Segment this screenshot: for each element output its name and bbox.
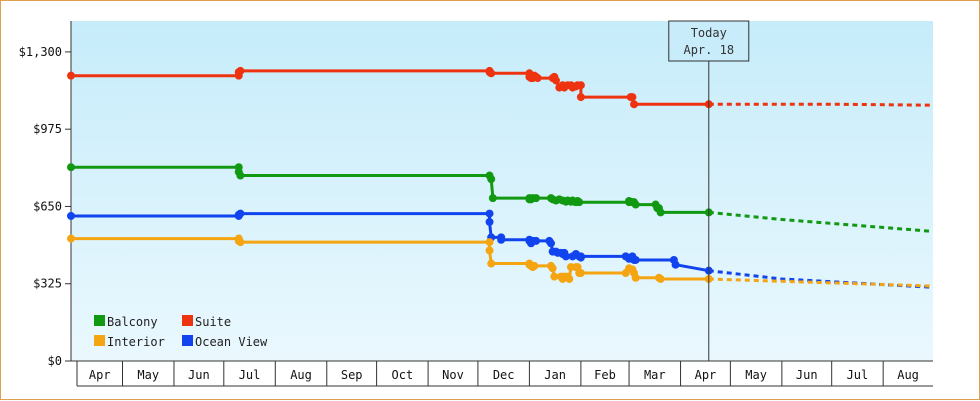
data-point [565, 274, 574, 283]
today-box [668, 20, 750, 62]
y-tick-label: $325 [33, 277, 62, 291]
month-label: May [745, 368, 767, 382]
data-point [67, 211, 75, 220]
data-point [532, 236, 541, 245]
month-label: Aug [897, 368, 919, 382]
data-point [532, 194, 541, 203]
y-axis: $0 $325 $650 $975 $1,300 [19, 21, 72, 368]
data-point [561, 252, 570, 261]
today-marker: Today Apr. 18 [668, 20, 750, 361]
series-interior [67, 234, 934, 288]
legend-swatch [94, 335, 105, 346]
data-point [236, 66, 245, 75]
data-point [576, 252, 585, 261]
legend-swatch [94, 315, 105, 326]
y-tick-label: $650 [33, 199, 62, 213]
plot-area [71, 21, 933, 361]
legend: Balcony Suite Interior Ocean View [94, 315, 268, 349]
data-point [576, 93, 585, 102]
data-point [656, 274, 665, 283]
today-date-label: Apr. 18 [683, 43, 734, 57]
y-tick-label: $0 [48, 354, 62, 368]
data-point [487, 69, 496, 78]
data-point [67, 163, 75, 172]
legend-label: Balcony [107, 315, 158, 329]
month-label: Mar [644, 368, 666, 382]
data-point [485, 209, 494, 218]
month-label: Jun [188, 368, 210, 382]
legend-swatch [182, 315, 193, 326]
data-point [497, 235, 506, 244]
data-point [236, 238, 245, 247]
data-point [485, 217, 494, 226]
y-tick-label: $1,300 [19, 45, 62, 59]
data-point [631, 200, 640, 209]
data-point [548, 264, 557, 273]
forecast-line [708, 210, 934, 233]
month-label: Jul [239, 368, 261, 382]
month-label: Jun [796, 368, 818, 382]
data-point [631, 273, 640, 282]
data-point [533, 74, 542, 83]
series-balcony [67, 163, 934, 233]
month-label: Feb [594, 368, 616, 382]
data-point [485, 246, 494, 255]
data-point [487, 259, 496, 268]
data-point [236, 171, 245, 180]
data-point [488, 194, 497, 203]
legend-swatch [182, 335, 193, 346]
legend-label: Suite [195, 315, 231, 329]
forecast-line [708, 102, 934, 107]
series-suite [67, 66, 934, 109]
data-point [67, 234, 75, 243]
data-point [485, 238, 494, 247]
month-label: Sep [341, 368, 363, 382]
data-point [487, 175, 496, 184]
data-point [576, 269, 585, 278]
series-layer [67, 66, 934, 289]
data-point [656, 208, 665, 217]
data-point [530, 261, 539, 270]
data-point [631, 255, 640, 264]
month-label: Jan [544, 368, 566, 382]
month-label: Nov [442, 368, 464, 382]
data-point [630, 100, 639, 109]
legend-label: Interior [107, 335, 165, 349]
month-label: Oct [392, 368, 414, 382]
data-point [236, 209, 245, 218]
data-point [546, 239, 555, 248]
month-label: Aug [290, 368, 312, 382]
data-point [551, 76, 560, 85]
data-point [575, 198, 584, 207]
legend-label: Ocean View [195, 335, 268, 349]
series-ocean-view [67, 209, 934, 289]
month-label: Dec [493, 368, 515, 382]
today-label: Today [691, 26, 727, 40]
data-point [671, 260, 680, 269]
data-point [550, 272, 559, 281]
month-label: Apr [695, 368, 717, 382]
x-axis: Apr May Jun Jul Aug Sep Oct Nov Dec Jan Feb Mar Apr M… [71, 360, 933, 387]
forecast-line [708, 277, 934, 288]
data-point [576, 81, 585, 90]
month-label: May [137, 368, 159, 382]
data-point [67, 71, 75, 80]
month-label: Jul [847, 368, 869, 382]
data-point [628, 93, 637, 102]
y-tick-label: $975 [33, 122, 62, 136]
month-label: Apr [89, 368, 111, 382]
